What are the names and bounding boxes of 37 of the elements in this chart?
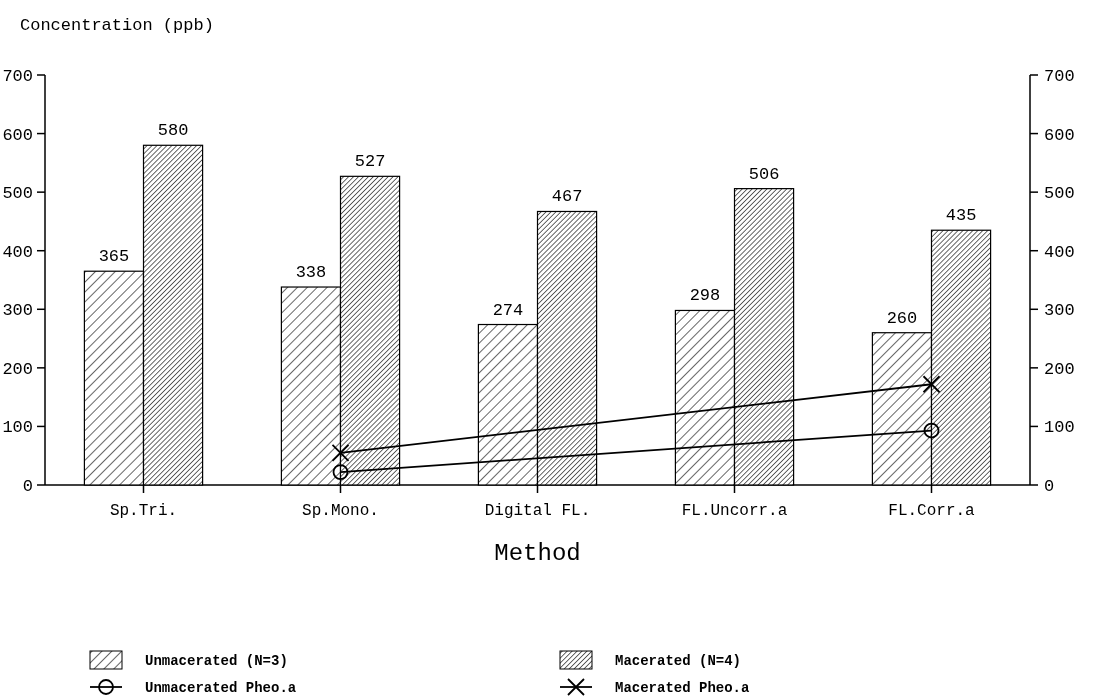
- data-label: 298: [689, 286, 721, 306]
- y2-tick-label: 100: [1044, 418, 1075, 438]
- y-tick-label: 400: [2, 242, 33, 262]
- y-tick-label: 600: [2, 125, 33, 145]
- x-axis-title: Method: [494, 540, 581, 567]
- y-tick-label: 100: [2, 418, 33, 438]
- y2-tick-label: 700: [1044, 67, 1075, 86]
- x-tick-label: FL.Uncorr.a: [681, 502, 788, 520]
- y2-tick-label: 400: [1044, 242, 1075, 262]
- data-label: 506: [748, 164, 780, 184]
- data-label: 467: [551, 187, 583, 207]
- y-tick-label: 500: [2, 184, 33, 204]
- y-axis-title: Concentration (ppb): [20, 16, 214, 35]
- legend-label: Unmacerated Pheo.a: [145, 680, 297, 696]
- y-tick-label: 300: [2, 301, 33, 321]
- y2-tick-label: 0: [1044, 477, 1055, 496]
- legend-label: Unmacerated (N=3): [145, 653, 288, 669]
- y-tick-label: 0: [22, 477, 33, 496]
- data-label: 527: [354, 152, 386, 172]
- legend-label: Macerated Pheo.a: [615, 680, 751, 696]
- y2-tick-label: 300: [1044, 301, 1075, 321]
- y-tick-label: 200: [2, 359, 33, 379]
- data-label: 338: [295, 263, 327, 283]
- x-tick-label: Sp.Tri.: [109, 502, 178, 520]
- x-tick-label: FL.Corr.a: [888, 502, 976, 520]
- data-label: 435: [945, 206, 977, 226]
- data-label: 580: [157, 121, 189, 141]
- x-tick-label: Digital FL.: [484, 502, 591, 520]
- y2-tick-label: 200: [1044, 359, 1075, 379]
- y-tick-label: 700: [2, 67, 33, 86]
- x-tick-label: Sp.Mono.: [302, 502, 379, 520]
- legend-label: Macerated (N=4): [615, 653, 742, 669]
- y2-tick-label: 500: [1044, 184, 1075, 204]
- y2-tick-label: 600: [1044, 125, 1075, 145]
- data-label: 274: [492, 300, 524, 320]
- data-label: 260: [886, 308, 918, 328]
- data-label: 365: [98, 247, 130, 267]
